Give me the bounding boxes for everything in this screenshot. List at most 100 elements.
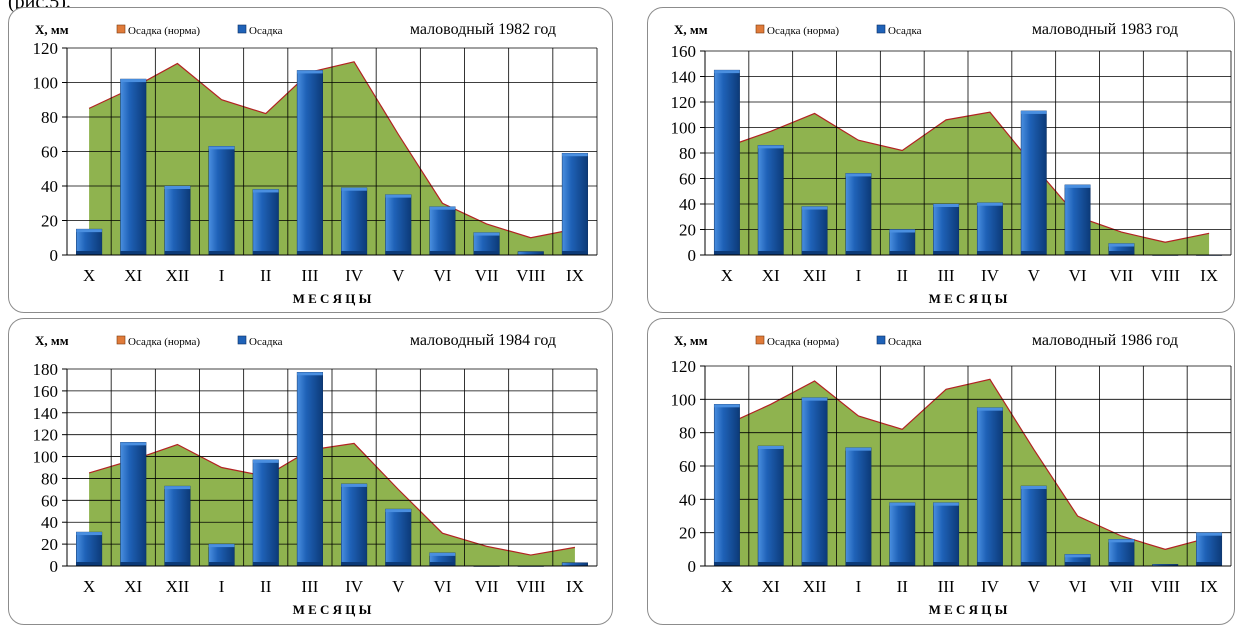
- bar-X[interactable]: [76, 531, 103, 567]
- bar-body[interactable]: [164, 485, 191, 567]
- bar-body[interactable]: [933, 203, 960, 256]
- bar-body[interactable]: [713, 69, 740, 256]
- bar-XII[interactable]: [801, 397, 828, 567]
- bar-bottom-bevel: [252, 562, 279, 566]
- y-tick-label: 120: [33, 39, 59, 58]
- bar-body[interactable]: [120, 78, 147, 256]
- bar-X[interactable]: [76, 228, 103, 256]
- bar-II[interactable]: [889, 502, 916, 567]
- bar-body[interactable]: [1108, 539, 1135, 567]
- bar-top-bevel: [562, 153, 588, 157]
- bar-VI[interactable]: [1064, 554, 1091, 567]
- bar-I[interactable]: [845, 173, 872, 256]
- bar-IV[interactable]: [976, 202, 1003, 256]
- bar-body[interactable]: [1064, 184, 1091, 256]
- bar-top-bevel: [120, 79, 147, 83]
- bar-XII[interactable]: [164, 185, 191, 256]
- bar-bottom-bevel: [977, 562, 1003, 566]
- bar-I[interactable]: [208, 146, 235, 256]
- bar-III[interactable]: [933, 203, 960, 256]
- bar-body[interactable]: [385, 194, 412, 256]
- bar-body[interactable]: [976, 202, 1003, 256]
- bar-body[interactable]: [385, 508, 412, 567]
- bar-II[interactable]: [252, 189, 279, 256]
- bar-IX[interactable]: [561, 152, 588, 256]
- x-tick-label: XII: [166, 577, 190, 596]
- bar-body[interactable]: [933, 502, 960, 567]
- x-tick-label: IV: [345, 266, 364, 285]
- bar-VI[interactable]: [429, 206, 456, 256]
- grid: [66, 368, 598, 567]
- bar-bottom-bevel: [1108, 251, 1135, 255]
- bar-body[interactable]: [713, 404, 740, 567]
- bar-XI[interactable]: [120, 442, 147, 567]
- bar-body[interactable]: [296, 372, 323, 567]
- x-axis-title: М Е С Я Ц Ы: [293, 602, 372, 617]
- bar-III[interactable]: [296, 372, 323, 567]
- bar-IV[interactable]: [341, 187, 368, 256]
- bar-VIII[interactable]: [517, 251, 544, 256]
- bar-VI[interactable]: [429, 552, 456, 567]
- bar-IV[interactable]: [976, 407, 1003, 567]
- bar-body[interactable]: [296, 70, 323, 256]
- bar-XII[interactable]: [801, 206, 828, 256]
- bar-XI[interactable]: [757, 145, 784, 256]
- y-tick-label: 40: [41, 177, 58, 196]
- bar-body[interactable]: [801, 397, 828, 567]
- bar-body[interactable]: [757, 445, 784, 567]
- bar-II[interactable]: [252, 459, 279, 567]
- bar-IX[interactable]: [1196, 532, 1223, 567]
- bar-XI[interactable]: [120, 78, 147, 256]
- bar-V[interactable]: [385, 508, 412, 567]
- legend: Осадка (норма) Осадка: [116, 24, 283, 37]
- bar-body[interactable]: [1020, 485, 1047, 567]
- bar-VII[interactable]: [1108, 243, 1135, 256]
- bar-VI[interactable]: [1064, 184, 1091, 256]
- bar-body[interactable]: [341, 483, 368, 567]
- bar-body[interactable]: [208, 146, 235, 256]
- bar-body[interactable]: [1196, 532, 1223, 567]
- bar-top-bevel: [208, 146, 235, 150]
- bar-bottom-bevel: [1021, 251, 1047, 255]
- bar-top-bevel: [845, 447, 872, 451]
- bar-XII[interactable]: [164, 485, 191, 567]
- bar-body[interactable]: [845, 173, 872, 256]
- bar-I[interactable]: [845, 447, 872, 567]
- bar-III[interactable]: [933, 502, 960, 567]
- bar-I[interactable]: [208, 543, 235, 567]
- bar-body[interactable]: [76, 228, 103, 256]
- bar-VII[interactable]: [1108, 539, 1135, 567]
- bar-body[interactable]: [341, 187, 368, 256]
- bar-V[interactable]: [1020, 110, 1047, 256]
- bar-II[interactable]: [889, 229, 916, 256]
- bar-body[interactable]: [889, 502, 916, 567]
- grid: [704, 50, 1232, 256]
- bar-body[interactable]: [801, 206, 828, 256]
- bar-body[interactable]: [517, 251, 544, 256]
- bar-body[interactable]: [429, 206, 456, 256]
- x-axis-title: М Е С Я Ц Ы: [293, 291, 372, 306]
- bar-top-bevel: [758, 446, 784, 449]
- bar-XI[interactable]: [757, 445, 784, 567]
- bar-body[interactable]: [252, 459, 279, 567]
- bar-V[interactable]: [1020, 485, 1047, 567]
- bar-body[interactable]: [561, 152, 588, 256]
- chart-title: маловодный 1982 год: [410, 21, 556, 38]
- bar-body[interactable]: [252, 189, 279, 256]
- bar-body[interactable]: [76, 531, 103, 567]
- bar-IV[interactable]: [341, 483, 368, 567]
- bar-VII[interactable]: [473, 232, 500, 256]
- bar-body[interactable]: [845, 447, 872, 567]
- bar-body[interactable]: [976, 407, 1003, 567]
- x-tick-label: IX: [566, 577, 584, 596]
- bar-body[interactable]: [757, 145, 784, 256]
- x-tick-label: X: [721, 266, 733, 285]
- bar-body[interactable]: [164, 185, 191, 256]
- bar-body[interactable]: [1020, 110, 1047, 256]
- bar-body[interactable]: [120, 442, 147, 567]
- bar-X[interactable]: [713, 404, 740, 567]
- bar-III[interactable]: [296, 70, 323, 256]
- x-tick-label: II: [260, 577, 272, 596]
- bar-X[interactable]: [713, 69, 740, 256]
- bar-V[interactable]: [385, 194, 412, 256]
